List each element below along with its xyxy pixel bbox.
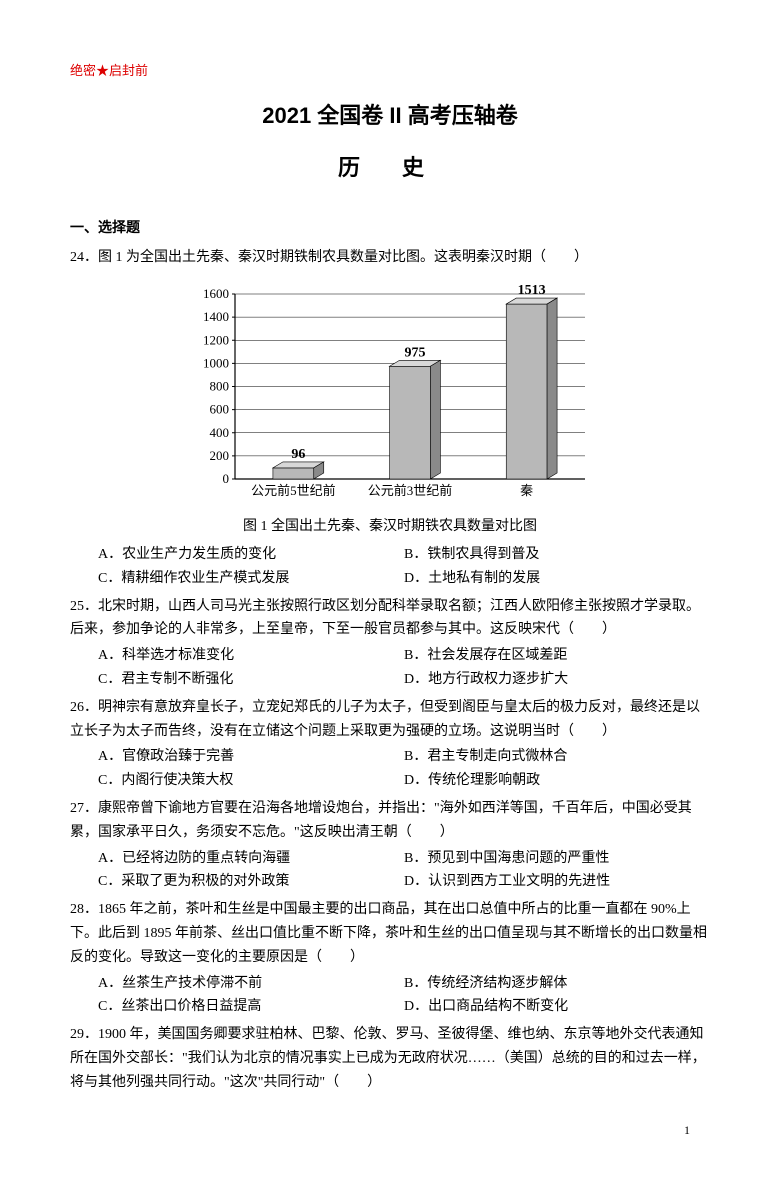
option-c: C．丝茶出口价格日益提高 — [98, 995, 404, 1019]
svg-text:1400: 1400 — [203, 310, 229, 325]
svg-text:400: 400 — [210, 425, 230, 440]
svg-text:96: 96 — [291, 447, 305, 462]
options: A．官僚政治臻于完善 B．君主专制走向式微林合 C．内阁行使决策大权 D．传统伦… — [70, 745, 710, 793]
svg-text:秦: 秦 — [520, 483, 533, 498]
option-c: C．精耕细作农业生产模式发展 — [98, 567, 404, 591]
svg-text:800: 800 — [210, 379, 230, 394]
question-25: 25．北宋时期，山西人司马光主张按照行政区划分配科举录取名额；江西人欧阳修主张按… — [70, 595, 710, 692]
svg-text:1513: 1513 — [518, 284, 546, 299]
option-b: B．铁制农具得到普及 — [404, 543, 710, 567]
question-27: 27．康熙帝曾下谕地方官要在沿海各地增设炮台，并指出："海外如西洋等国，千百年后… — [70, 797, 710, 894]
svg-text:0: 0 — [223, 471, 230, 486]
svg-text:1600: 1600 — [203, 286, 229, 301]
option-b: B．君主专制走向式微林合 — [404, 745, 710, 769]
options: A．科举选才标准变化 B．社会发展存在区域差距 C．君主专制不断强化 D．地方行… — [70, 644, 710, 692]
exam-title: 2021 全国卷 II 高考压轴卷 — [70, 97, 710, 134]
bar-chart: 0 200 400 600 800 1000 1200 1400 1600 96 公元前5世纪前 97… — [180, 274, 600, 539]
question-number: 25． — [70, 599, 98, 614]
question-stem: 29．1900 年，美国国务卿要求驻柏林、巴黎、伦敦、罗马、圣彼得堡、维也纳、东… — [70, 1023, 710, 1094]
option-d: D．土地私有制的发展 — [404, 567, 710, 591]
question-29: 29．1900 年，美国国务卿要求驻柏林、巴黎、伦敦、罗马、圣彼得堡、维也纳、东… — [70, 1023, 710, 1094]
question-text: 图 1 为全国出土先秦、秦汉时期铁制农具数量对比图。这表明秦汉时期（ ） — [98, 250, 588, 265]
question-text: 1865 年之前，茶叶和生丝是中国最主要的出口商品，其在出口总值中所占的比重一直… — [70, 902, 707, 965]
svg-text:1200: 1200 — [203, 333, 229, 348]
option-d: D．认识到西方工业文明的先进性 — [404, 870, 710, 894]
svg-text:公元前5世纪前: 公元前5世纪前 — [251, 483, 336, 498]
options: A．丝茶生产技术停滞不前 B．传统经济结构逐步解体 C．丝茶出口价格日益提高 D… — [70, 972, 710, 1020]
option-d: D．出口商品结构不断变化 — [404, 995, 710, 1019]
question-stem: 27．康熙帝曾下谕地方官要在沿海各地增设炮台，并指出："海外如西洋等国，千百年后… — [70, 797, 710, 845]
question-24: 24．图 1 为全国出土先秦、秦汉时期铁制农具数量对比图。这表明秦汉时期（ ） … — [70, 246, 710, 591]
svg-text:公元前3世纪前: 公元前3世纪前 — [368, 483, 453, 498]
option-a: A．农业生产力发生质的变化 — [98, 543, 404, 567]
chart-caption: 图 1 全国出土先秦、秦汉时期铁农具数量对比图 — [180, 515, 600, 539]
page-number: 1 — [70, 1120, 710, 1140]
option-a: A．官僚政治臻于完善 — [98, 745, 404, 769]
option-c: C．采取了更为积极的对外政策 — [98, 870, 404, 894]
question-number: 26． — [70, 700, 98, 715]
svg-text:1000: 1000 — [203, 356, 229, 371]
question-stem: 28．1865 年之前，茶叶和生丝是中国最主要的出口商品，其在出口总值中所占的比… — [70, 898, 710, 969]
option-c: C．君主专制不断强化 — [98, 668, 404, 692]
question-number: 24． — [70, 250, 98, 265]
chart-svg: 0 200 400 600 800 1000 1200 1400 1600 96 公元前5世纪前 97… — [180, 274, 600, 504]
question-number: 29． — [70, 1027, 98, 1042]
option-a: A．丝茶生产技术停滞不前 — [98, 972, 404, 996]
question-26: 26．明神宗有意放弃皇长子，立宠妃郑氏的儿子为太子，但受到阁臣与皇太后的极力反对… — [70, 696, 710, 793]
question-number: 27． — [70, 801, 98, 816]
option-b: B．传统经济结构逐步解体 — [404, 972, 710, 996]
option-d: D．地方行政权力逐步扩大 — [404, 668, 710, 692]
question-text: 北宋时期，山西人司马光主张按照行政区划分配科举录取名额；江西人欧阳修主张按照才学… — [70, 599, 700, 638]
confidential-seal: 绝密★启封前 — [70, 60, 710, 82]
question-stem: 26．明神宗有意放弃皇长子，立宠妃郑氏的儿子为太子，但受到阁臣与皇太后的极力反对… — [70, 696, 710, 744]
question-text: 1900 年，美国国务卿要求驻柏林、巴黎、伦敦、罗马、圣彼得堡、维也纳、东京等地… — [70, 1027, 706, 1090]
option-b: B．社会发展存在区域差距 — [404, 644, 710, 668]
question-text: 康熙帝曾下谕地方官要在沿海各地增设炮台，并指出："海外如西洋等国，千百年后，中国… — [70, 801, 692, 840]
svg-text:975: 975 — [405, 346, 426, 361]
option-b: B．预见到中国海患问题的严重性 — [404, 847, 710, 871]
question-number: 28． — [70, 902, 98, 917]
option-a: A．科举选才标准变化 — [98, 644, 404, 668]
section-heading: 一、选择题 — [70, 217, 710, 241]
question-28: 28．1865 年之前，茶叶和生丝是中国最主要的出口商品，其在出口总值中所占的比… — [70, 898, 710, 1019]
svg-text:200: 200 — [210, 448, 230, 463]
question-stem: 24．图 1 为全国出土先秦、秦汉时期铁制农具数量对比图。这表明秦汉时期（ ） — [70, 246, 710, 270]
options: A．农业生产力发生质的变化 B．铁制农具得到普及 C．精耕细作农业生产模式发展 … — [70, 543, 710, 591]
option-c: C．内阁行使决策大权 — [98, 769, 404, 793]
options: A．已经将边防的重点转向海疆 B．预见到中国海患问题的严重性 C．采取了更为积极… — [70, 847, 710, 895]
svg-text:600: 600 — [210, 402, 230, 417]
question-stem: 25．北宋时期，山西人司马光主张按照行政区划分配科举录取名额；江西人欧阳修主张按… — [70, 595, 710, 643]
option-a: A．已经将边防的重点转向海疆 — [98, 847, 404, 871]
subject-title: 历 史 — [70, 149, 710, 186]
question-text: 明神宗有意放弃皇长子，立宠妃郑氏的儿子为太子，但受到阁臣与皇太后的极力反对，最终… — [70, 700, 700, 739]
option-d: D．传统伦理影响朝政 — [404, 769, 710, 793]
